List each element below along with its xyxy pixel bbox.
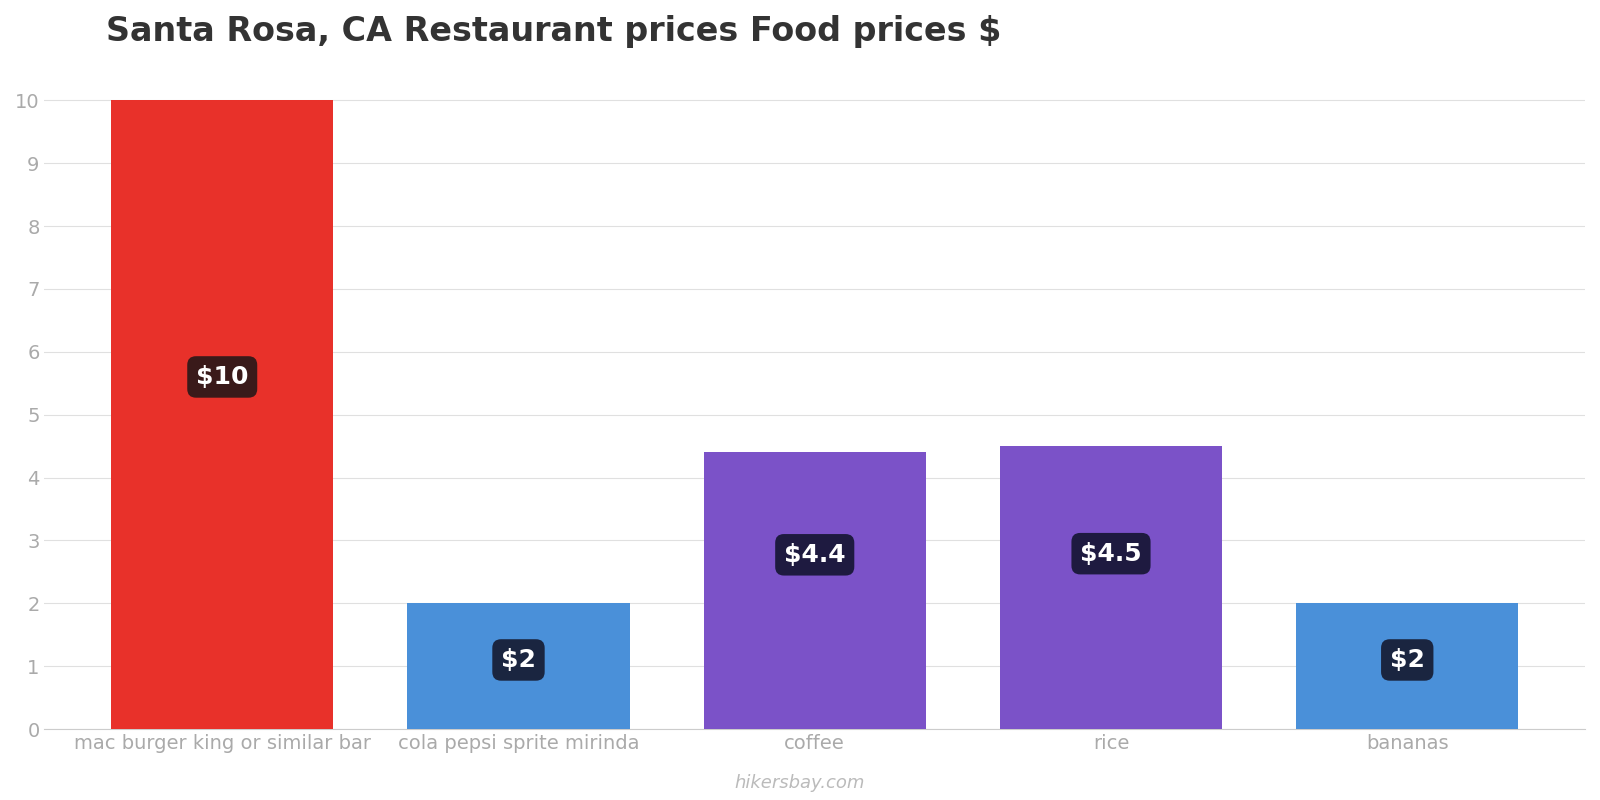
Bar (408, 603, 629, 729)
Bar (1296, 603, 1518, 729)
Text: Santa Rosa, CA Restaurant prices Food prices $: Santa Rosa, CA Restaurant prices Food pr… (106, 15, 1002, 48)
Text: $2: $2 (501, 648, 536, 672)
Text: $4.4: $4.4 (784, 543, 845, 567)
Text: $10: $10 (195, 365, 248, 389)
Text: $2: $2 (1390, 648, 1424, 672)
Bar (110, 100, 333, 729)
Bar (704, 453, 926, 729)
Text: $4.5: $4.5 (1080, 542, 1142, 566)
Text: hikersbay.com: hikersbay.com (734, 774, 866, 792)
Bar (1000, 446, 1222, 729)
